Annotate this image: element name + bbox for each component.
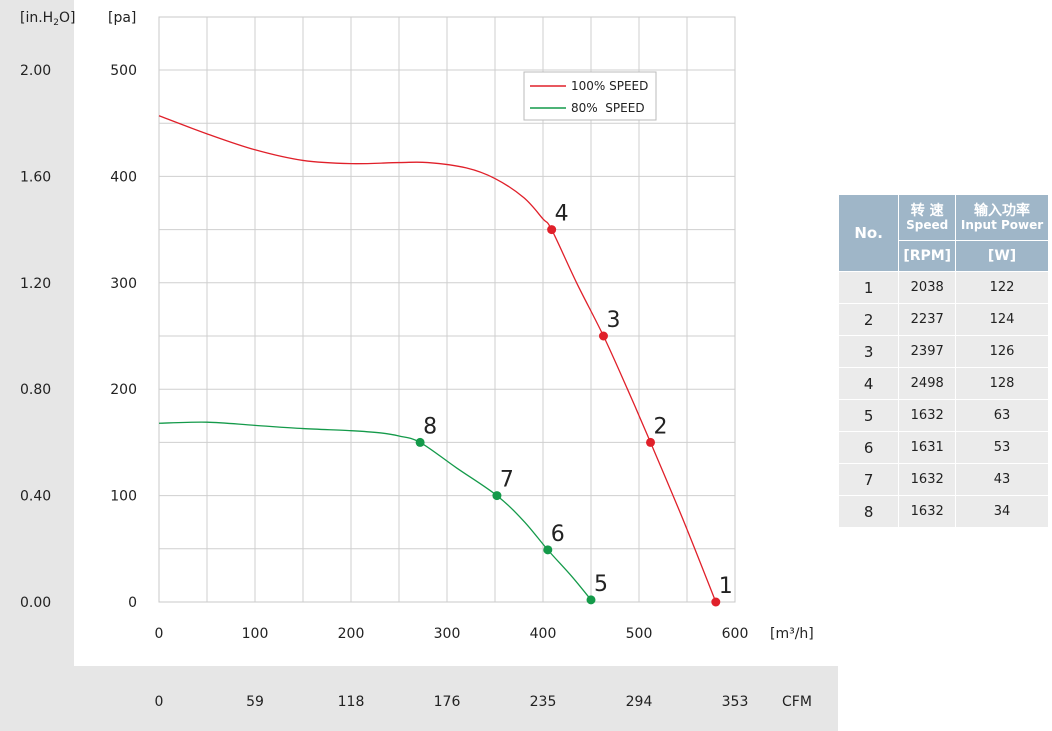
table-row: 8 1632 34 (837, 495, 1049, 528)
data-point-4 (547, 225, 557, 235)
y-secondary-tick-label: 0.80 (20, 382, 51, 398)
row-speed: 2498 (898, 367, 957, 400)
data-point-label-4: 4 (555, 202, 569, 227)
header-speed-cn: 转 速 (910, 202, 944, 219)
y-secondary-tick-label: 2.00 (20, 63, 51, 79)
row-speed: 2237 (898, 303, 957, 336)
row-no: 5 (837, 399, 900, 432)
data-point-label-1: 1 (719, 574, 733, 599)
data-point-5 (586, 595, 596, 605)
table-row: 5 1632 63 (837, 399, 1049, 432)
row-power: 122 (955, 271, 1049, 304)
header-power-cn: 输入功率 (974, 202, 1031, 219)
header-power: 输入功率 Input Power (955, 194, 1049, 241)
x-secondary-tick-label: 353 (722, 694, 749, 710)
y-secondary-tick-label: 0.40 (20, 489, 51, 505)
cfm-axis-band (0, 666, 838, 731)
table-row: 3 2397 126 (837, 335, 1049, 368)
x-tick-label: 400 (530, 626, 557, 642)
legend: 100% SPEED 80% SPEED (523, 71, 657, 121)
row-no: 6 (837, 431, 900, 464)
row-speed: 2397 (898, 335, 957, 368)
row-power: 124 (955, 303, 1049, 336)
row-no: 8 (837, 495, 900, 528)
data-point-7 (492, 491, 502, 501)
y-secondary-axis-label: [in.H2O] (20, 10, 75, 28)
y-secondary-tick-label: 0.00 (20, 595, 51, 611)
row-no: 3 (837, 335, 900, 368)
row-power: 126 (955, 335, 1049, 368)
data-point-label-7: 7 (500, 468, 514, 493)
row-speed: 1632 (898, 399, 957, 432)
x-tick-label: 0 (155, 626, 164, 642)
data-point-2 (646, 437, 656, 447)
row-no: 7 (837, 463, 900, 496)
y-secondary-tick-label: 1.20 (20, 276, 51, 292)
header-speed-en: Speed (906, 217, 949, 232)
row-no: 2 (837, 303, 900, 336)
header-speed: 转 速 Speed (898, 194, 957, 241)
x-secondary-tick-label: 294 (626, 694, 653, 710)
row-power: 53 (955, 431, 1049, 464)
series-line-full-speed (158, 115, 717, 603)
data-point-label-8: 8 (423, 414, 437, 439)
x-secondary-axis-label: CFM (782, 694, 812, 710)
table-row: 4 2498 128 (837, 367, 1049, 400)
data-point-label-5: 5 (594, 572, 608, 597)
legend-entry-80: 80% SPEED (571, 101, 645, 115)
x-tick-label: 100 (242, 626, 269, 642)
table-row: 2 2237 124 (837, 303, 1049, 336)
x-secondary-tick-label: 235 (530, 694, 557, 710)
row-speed: 1632 (898, 463, 957, 496)
table-row: 7 1632 43 (837, 463, 1049, 496)
x-tick-label: 500 (626, 626, 653, 642)
row-power: 128 (955, 367, 1049, 400)
data-point-label-3: 3 (606, 308, 620, 333)
pressure-flow-chart: 1 2 3 4 5 6 7 8 0 0 100 59 200 118 300 176 400 235 500 294… (20, 10, 814, 710)
data-point-label-2: 2 (654, 414, 668, 439)
y-tick-label: 400 (110, 169, 137, 185)
data-point-3 (598, 331, 608, 341)
header-power-en: Input Power (960, 217, 1044, 232)
row-speed: 1631 (898, 431, 957, 464)
legend-entry-100: 100% SPEED (571, 79, 648, 93)
x-secondary-tick-label: 0 (155, 694, 164, 710)
row-power: 43 (955, 463, 1049, 496)
row-no: 4 (837, 367, 900, 400)
y-secondary-tick-label: 1.60 (20, 169, 51, 185)
row-power: 34 (955, 495, 1049, 528)
data-point-8 (415, 437, 425, 447)
legend-box (523, 71, 657, 121)
data-point-6 (543, 545, 553, 555)
y-tick-label: 100 (110, 489, 137, 505)
row-speed: 2038 (898, 271, 957, 304)
chart-points: 1 2 3 4 5 6 7 8 (415, 202, 733, 607)
x-tick-label: 200 (338, 626, 365, 642)
row-speed: 1632 (898, 495, 957, 528)
y-tick-label: 300 (110, 276, 137, 292)
x-tick-label: 600 (722, 626, 749, 642)
chart-ticks: 001005920011830017640023550029460035300.… (20, 63, 748, 710)
x-secondary-tick-label: 176 (434, 694, 461, 710)
x-secondary-tick-label: 118 (338, 694, 365, 710)
x-secondary-tick-label: 59 (246, 694, 264, 710)
spec-table: No. 转 速 Speed 输入功率 Input Power [RPM] [W]… (837, 194, 1049, 528)
header-no: No. (837, 194, 900, 272)
x-axis-label: [m³/h] (770, 626, 814, 642)
y-tick-label: 200 (110, 382, 137, 398)
secondary-axis-band (0, 0, 74, 731)
header-speed-unit: [RPM] (898, 240, 957, 272)
y-tick-label: 0 (128, 595, 137, 611)
y-axis-label: [pa] (108, 10, 136, 26)
data-point-label-6: 6 (551, 522, 565, 547)
table-row: 1 2038 122 (837, 271, 1049, 304)
table-row: 6 1631 53 (837, 431, 1049, 464)
header-power-unit: [W] (955, 240, 1049, 272)
row-power: 63 (955, 399, 1049, 432)
row-no: 1 (837, 271, 900, 304)
y-tick-label: 500 (110, 63, 137, 79)
x-tick-label: 300 (434, 626, 461, 642)
data-point-1 (711, 597, 721, 607)
